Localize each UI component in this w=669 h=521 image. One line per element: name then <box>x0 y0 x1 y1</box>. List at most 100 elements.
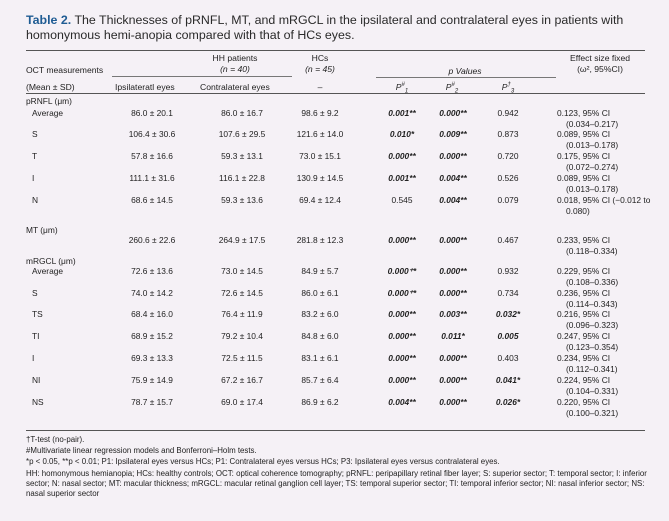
hh-subrule <box>112 76 292 77</box>
cell-effect-size: 0.089, 95% CI <box>557 173 611 183</box>
cell-hcs: 121.6 ± 14.0 <box>296 129 344 139</box>
header-oct: OCT measurements <box>26 65 104 75</box>
cell-p1: 0.000⁺* <box>387 288 417 298</box>
cell-hcs: 69.4 ± 12.4 <box>299 195 341 205</box>
row-label: T <box>32 151 38 161</box>
cell-contra: 69.0 ± 17.4 <box>221 397 263 407</box>
section-mt: MT (μm) <box>26 225 58 235</box>
cell-ipsi: 68.6 ± 14.5 <box>131 195 173 205</box>
cell-p2: 0.000*​* <box>439 108 467 118</box>
cell-p3: 0.873 <box>497 129 519 139</box>
row-label: NI <box>32 375 41 385</box>
cell-p3: 0.720 <box>497 151 519 161</box>
cell-effect-ci: (0.013–0.178) <box>566 184 619 194</box>
cell-effect-size: 0.224, 95% CI <box>557 375 611 385</box>
header-p3: P†3 <box>501 82 515 95</box>
cell-p2: 0.000*​* <box>439 266 467 276</box>
cell-p1: 0.000*​* <box>388 235 416 245</box>
cell-effect-size: 0.220, 95% CI <box>557 397 611 407</box>
cell-contra: 116.1 ± 22.8 <box>219 173 265 183</box>
cell-hcs: 85.7 ± 6.4 <box>301 375 339 385</box>
cell-contra: 76.4 ± 11.9 <box>221 309 263 319</box>
cell-p1: 0.010* <box>389 129 415 139</box>
cell-effect-size: 0.175, 95% CI <box>557 151 611 161</box>
cell-hcs: 281.8 ± 12.3 <box>296 235 344 245</box>
cell-contra: 73.0 ± 14.5 <box>221 266 263 276</box>
cell-p3: 0.041* <box>495 375 521 385</box>
cell-p3: 0.734 <box>497 288 519 298</box>
cell-effect-ci: (0.123–0.354) <box>566 342 619 352</box>
header-p1: P#1 <box>395 82 409 95</box>
cell-p1: 0.000*​* <box>388 151 416 161</box>
cell-p3: 0.932 <box>497 266 519 276</box>
header-effect: Effect size fixed <box>569 53 631 63</box>
cell-ipsi: 72.6 ± 13.6 <box>131 266 173 276</box>
cell-contra: 107.6 ± 29.5 <box>218 129 266 139</box>
cell-effect-size: 0.247, 95% CI <box>557 331 611 341</box>
cell-p2: 0.000*​* <box>439 288 467 298</box>
cell-effect-ci: (0.104–0.331) <box>566 386 619 396</box>
table-label: Table 2. <box>26 13 72 27</box>
table-caption: Table 2. The Thicknesses of pRNFL, MT, a… <box>26 13 646 43</box>
cell-effect-size: 0.229, 95% CI <box>557 266 611 276</box>
cell-p2: 0.000*​* <box>439 151 467 161</box>
cell-effect-ci: (0.112–0.341) <box>566 364 618 374</box>
row-label: TS <box>32 309 43 319</box>
section-mrgcl: mRGCL (μm) <box>26 256 76 266</box>
cell-p3: 0.079 <box>497 195 519 205</box>
footnote-1: †T-test (no-pair). <box>26 435 85 444</box>
header-hcs: HCs <box>311 53 329 63</box>
row-label: NS <box>32 397 44 407</box>
cell-ipsi: 78.7 ± 15.7 <box>131 397 173 407</box>
cell-hcs: 84.9 ± 5.7 <box>301 266 339 276</box>
cell-effect-ci: (0.108–0.336) <box>566 277 619 287</box>
cell-effect-size: 0.089, 95% CI <box>557 129 611 139</box>
top-rule <box>26 50 645 51</box>
cell-contra: 72.6 ± 14.5 <box>221 288 263 298</box>
cell-p2: 0.000*​* <box>439 235 467 245</box>
header-ipsi: Ipsilateratl eyes <box>115 82 175 92</box>
cell-contra: 59.3 ± 13.6 <box>221 195 263 205</box>
cell-contra: 72.5 ± 11.5 <box>221 353 263 363</box>
cell-contra: 67.2 ± 16.7 <box>221 375 263 385</box>
cell-p1: 0.000*​* <box>388 375 416 385</box>
cell-ipsi: 106.4 ± 30.6 <box>128 129 176 139</box>
cell-p2: 0.000*​* <box>439 353 467 363</box>
section-prnfl: pRNFL (μm) <box>26 96 72 106</box>
cell-p1: 0.000*​* <box>388 331 416 341</box>
row-label: Average <box>32 108 64 118</box>
cell-effect-ci: (0.100–0.321) <box>566 408 619 418</box>
bottom-rule <box>26 430 645 431</box>
cell-p2: 0.004*​* <box>439 195 467 205</box>
cell-hcs: 83.1 ± 6.1 <box>301 353 339 363</box>
cell-effect-size: 0.233, 95% CI <box>557 235 611 245</box>
cell-effect-ci: (0.034–0.217) <box>566 119 619 129</box>
cell-p1: 0.545 <box>391 195 413 205</box>
header-contra: Contralateral eyes <box>200 82 270 92</box>
header-mean-sd: (Mean ± SD) <box>26 82 75 92</box>
cell-p1: 0.000*​* <box>388 353 416 363</box>
cell-ipsi: 68.4 ± 16.0 <box>131 309 173 319</box>
cell-hcs: 98.6 ± 9.2 <box>301 108 339 118</box>
cell-hcs: 83.2 ± 6.0 <box>301 309 339 319</box>
row-label: I <box>32 173 35 183</box>
cell-p1: 0.000*​* <box>388 309 416 319</box>
cell-effect-size: 0.018, 95% CI (−0.012 to <box>557 195 651 205</box>
cell-ipsi: 75.9 ± 14.9 <box>131 375 173 385</box>
header-hh-n: (n = 40) <box>220 64 250 74</box>
footnote-3: *p < 0.05, **p < 0.01; P1: Ipsilateral e… <box>26 457 500 466</box>
row-label: TI <box>32 331 40 341</box>
cell-ipsi: 68.9 ± 15.2 <box>131 331 173 341</box>
cell-ipsi: 69.3 ± 13.3 <box>131 353 173 363</box>
cell-p1: 0.004*​* <box>388 397 416 407</box>
cell-p2: 0.003*​* <box>439 309 467 319</box>
header-hcs-n: (n = 45) <box>305 64 335 74</box>
cell-p3: 0.403 <box>497 353 519 363</box>
header-dash: – <box>317 82 323 92</box>
cell-effect-size: 0.236, 95% CI <box>557 288 611 298</box>
cell-p1: 0.000⁺* <box>387 266 417 276</box>
cell-p1: 0.001*​* <box>388 108 416 118</box>
cell-p1: 0.001*​* <box>388 173 416 183</box>
footnote-2: #Multivariate linear regression models a… <box>26 446 257 455</box>
row-label: Average <box>32 266 64 276</box>
